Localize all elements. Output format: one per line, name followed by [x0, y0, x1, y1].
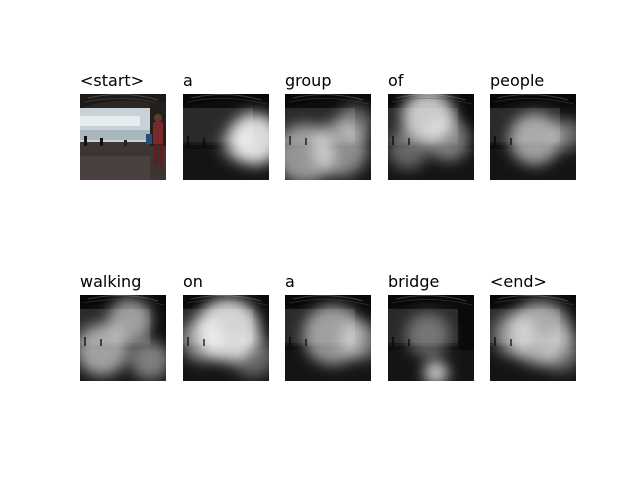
attention-map — [388, 94, 474, 180]
source-image — [80, 94, 166, 180]
caption-step-9: bridge — [388, 273, 474, 381]
attention-map — [388, 295, 474, 381]
caption-word: <start> — [80, 71, 145, 90]
caption-word: of — [388, 71, 404, 90]
caption-step-6: walking — [80, 273, 166, 381]
caption-word: group — [285, 71, 332, 90]
caption-word: people — [490, 71, 545, 90]
attention-map — [490, 94, 576, 180]
attention-map — [285, 94, 371, 180]
caption-word: on — [183, 272, 203, 291]
attention-map — [183, 295, 269, 381]
attention-map — [80, 295, 166, 381]
caption-step-4: of — [388, 72, 474, 180]
caption-step-5: people — [490, 72, 576, 180]
attention-map — [490, 295, 576, 381]
attention-map — [183, 94, 269, 180]
caption-word: a — [285, 272, 295, 291]
caption-step-1: <start> — [80, 72, 166, 180]
caption-word: bridge — [388, 272, 440, 291]
caption-step-8: a — [285, 273, 371, 381]
attention-map — [285, 295, 371, 381]
caption-step-3: group — [285, 72, 371, 180]
caption-step-2: a — [183, 72, 269, 180]
caption-step-7: on — [183, 273, 269, 381]
caption-word: a — [183, 71, 193, 90]
caption-word: <end> — [490, 272, 547, 291]
caption-word: walking — [80, 272, 142, 291]
caption-step-10: <end> — [490, 273, 576, 381]
